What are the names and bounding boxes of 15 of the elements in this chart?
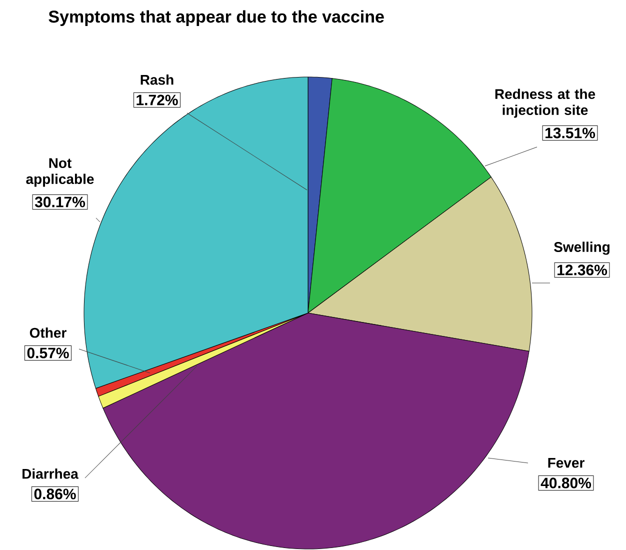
slice-label: Not applicable: [26, 158, 94, 187]
slice-label: Rash: [140, 74, 174, 85]
chart-title: Symptoms that appear due to the vaccine: [48, 10, 384, 26]
data-label: 12.36%: [558, 264, 608, 276]
slice-label: Redness at the injection site: [495, 88, 596, 118]
data-label: 1.72%: [136, 94, 178, 106]
slice-label: Swelling: [554, 242, 610, 255]
data-label: 40.80%: [540, 478, 592, 488]
data-label: 0.57%: [27, 348, 69, 358]
data-label: 30.17%: [34, 196, 86, 208]
slice-label: Diarrhea: [22, 468, 78, 479]
data-label: 13.51%: [546, 128, 596, 138]
slice-label: Other: [30, 328, 66, 338]
slice-label: Fever: [548, 458, 584, 468]
data-label: 0.86%: [34, 488, 76, 500]
